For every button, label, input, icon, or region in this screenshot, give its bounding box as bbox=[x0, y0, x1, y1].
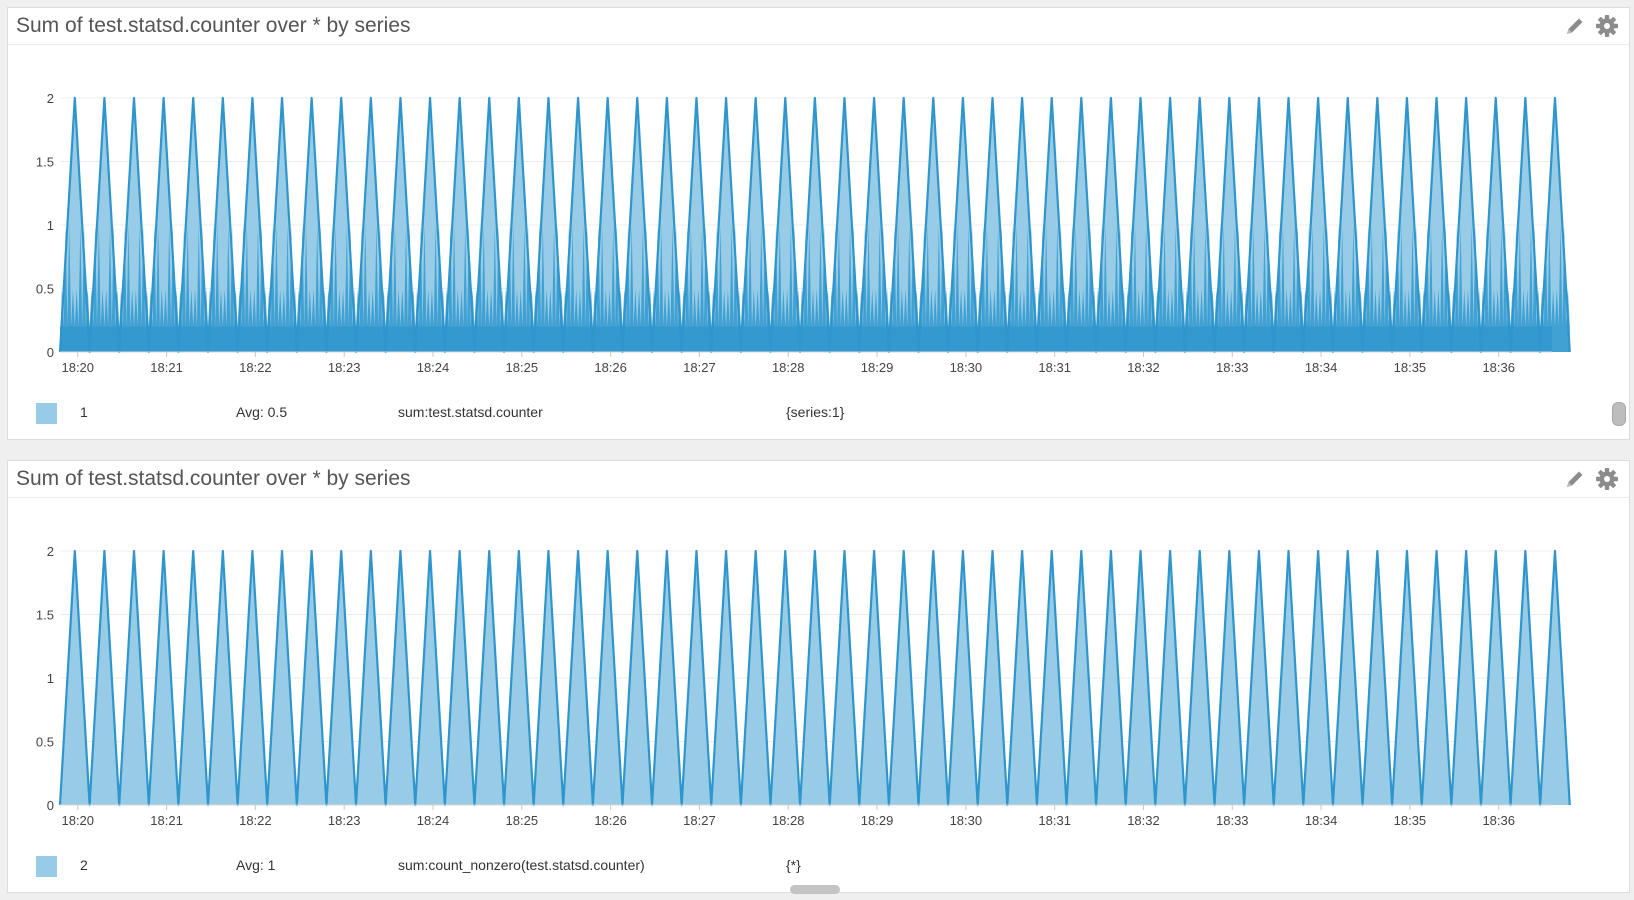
horizontal-scrollbar-thumb[interactable] bbox=[790, 885, 840, 894]
x-tick-label: 18:26 bbox=[594, 813, 627, 828]
legend-swatch bbox=[36, 403, 57, 424]
x-tick-label: 18:20 bbox=[61, 360, 94, 375]
gear-icon[interactable] bbox=[1595, 467, 1619, 491]
panel-title: Sum of test.statsd.counter over * by ser… bbox=[16, 467, 411, 490]
graph-panel-2: Sum of test.statsd.counter over * by ser… bbox=[7, 460, 1630, 893]
series-line bbox=[58, 549, 1571, 807]
x-tick-label: 18:34 bbox=[1305, 813, 1338, 828]
x-tick-label: 18:36 bbox=[1482, 360, 1515, 375]
legend-query: sum:test.statsd.counter bbox=[398, 404, 543, 420]
series-area bbox=[60, 551, 1570, 805]
y-tick-label: 1 bbox=[47, 218, 54, 233]
chart-2[interactable]: 0 0.5 1 1.5 2 18:20 18:21 18:22 18:23 18:24 18:25 1… bbox=[8, 501, 1631, 846]
x-tick-label: 18:33 bbox=[1216, 360, 1249, 375]
x-tick-label: 18:22 bbox=[239, 813, 272, 828]
y-tick-label: 1.5 bbox=[36, 155, 54, 170]
y-tick-label: 0 bbox=[47, 798, 54, 813]
gear-icon[interactable] bbox=[1595, 14, 1619, 38]
x-tick-label: 18:29 bbox=[861, 360, 894, 375]
x-tick-label: 18:21 bbox=[150, 813, 183, 828]
panel-tools bbox=[1563, 467, 1619, 491]
x-tick-label: 18:32 bbox=[1127, 813, 1160, 828]
series-area bbox=[60, 98, 1570, 352]
panel-header: Sum of test.statsd.counter over * by ser… bbox=[8, 8, 1629, 45]
y-tick-label: 1 bbox=[47, 671, 54, 686]
x-tick-label: 18:30 bbox=[950, 813, 983, 828]
x-tick-label: 18:33 bbox=[1216, 813, 1249, 828]
x-tick-label: 18:35 bbox=[1394, 360, 1427, 375]
panel-header: Sum of test.statsd.counter over * by ser… bbox=[8, 461, 1629, 498]
x-tick-label: 18:25 bbox=[506, 360, 539, 375]
legend-avg: Avg: 1 bbox=[236, 857, 276, 873]
graph-panel-1: Sum of test.statsd.counter over * by ser… bbox=[7, 7, 1630, 440]
legend-row[interactable]: 2 Avg: 1 sum:count_nonzero(test.statsd.c… bbox=[8, 851, 1629, 887]
x-tick-label: 18:27 bbox=[683, 360, 716, 375]
legend-query: sum:count_nonzero(test.statsd.counter) bbox=[398, 857, 645, 873]
x-tick-label: 18:23 bbox=[328, 360, 361, 375]
series-line bbox=[58, 96, 1571, 354]
y-tick-label: 2 bbox=[47, 91, 54, 106]
x-tick-label: 18:20 bbox=[61, 813, 94, 828]
x-tick-label: 18:21 bbox=[150, 360, 183, 375]
x-tick-label: 18:36 bbox=[1482, 813, 1515, 828]
x-tick-label: 18:30 bbox=[950, 360, 983, 375]
x-tick-label: 18:25 bbox=[506, 813, 539, 828]
legend-avg: Avg: 0.5 bbox=[236, 404, 288, 420]
x-tick-label: 18:24 bbox=[417, 360, 450, 375]
y-tick-label: 2 bbox=[47, 544, 54, 559]
x-tick-label: 18:31 bbox=[1038, 360, 1071, 375]
chart-1[interactable]: 0 0.5 1 1.5 2 18:20 18:21 18:22 18:23 18:24 18:25 1… bbox=[8, 48, 1631, 393]
x-tick-label: 18:28 bbox=[772, 360, 805, 375]
y-tick-label: 1.5 bbox=[36, 608, 54, 623]
y-tick-label: 0 bbox=[47, 345, 54, 360]
legend-swatch bbox=[36, 856, 57, 877]
x-tick-label: 18:24 bbox=[417, 813, 450, 828]
x-tick-label: 18:35 bbox=[1394, 813, 1427, 828]
legend-scope: {series:1} bbox=[786, 404, 845, 420]
x-tick-label: 18:26 bbox=[594, 360, 627, 375]
legend-scope: {*} bbox=[786, 857, 801, 873]
pencil-icon[interactable] bbox=[1563, 467, 1587, 491]
panel-title: Sum of test.statsd.counter over * by ser… bbox=[16, 14, 411, 37]
y-tick-label: 0.5 bbox=[36, 282, 54, 297]
x-tick-label: 18:28 bbox=[772, 813, 805, 828]
vertical-scrollbar-thumb[interactable] bbox=[1612, 402, 1626, 426]
x-tick-label: 18:22 bbox=[239, 360, 272, 375]
pencil-icon[interactable] bbox=[1563, 14, 1587, 38]
x-tick-label: 18:27 bbox=[683, 813, 716, 828]
y-tick-label: 0.5 bbox=[36, 735, 54, 750]
x-tick-label: 18:23 bbox=[328, 813, 361, 828]
series-base-band bbox=[60, 326, 1552, 352]
legend-series-id: 2 bbox=[80, 857, 88, 873]
panel-tools bbox=[1563, 14, 1619, 38]
x-tick-label: 18:34 bbox=[1305, 360, 1338, 375]
x-tick-label: 18:32 bbox=[1127, 360, 1160, 375]
x-tick-label: 18:29 bbox=[861, 813, 894, 828]
legend-row[interactable]: 1 Avg: 0.5 sum:test.statsd.counter {seri… bbox=[8, 398, 1629, 434]
legend-series-id: 1 bbox=[80, 404, 88, 420]
x-tick-label: 18:31 bbox=[1038, 813, 1071, 828]
